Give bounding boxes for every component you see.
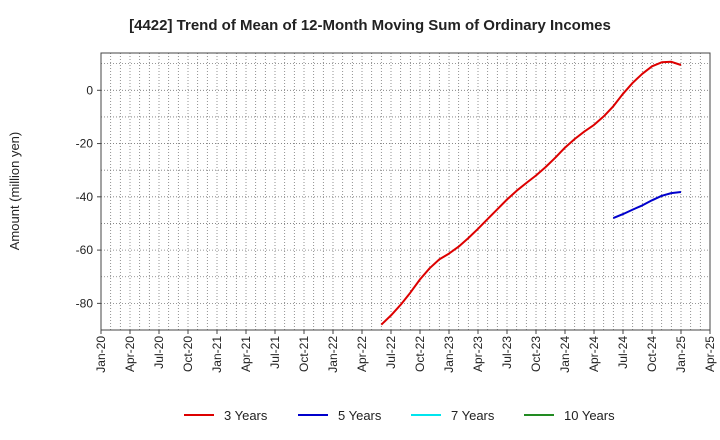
x-tick-label: Jul-22: [384, 336, 398, 369]
legend-item: 7 Years: [411, 408, 495, 423]
series-line-5-years: [612, 191, 682, 220]
x-tick-label: Apr-22: [355, 336, 369, 372]
x-tick-label: Jan-23: [442, 336, 456, 373]
x-tick-label: Oct-23: [529, 336, 543, 372]
x-tick-label: Jul-23: [500, 336, 514, 369]
y-tick-label: -20: [76, 137, 94, 151]
x-tick-label: Jul-24: [616, 336, 630, 369]
x-tick-label: Apr-20: [123, 336, 137, 372]
x-tick-label: Oct-21: [297, 336, 311, 372]
x-tick-label: Oct-24: [645, 336, 659, 372]
x-tick-label: Jul-20: [152, 336, 166, 369]
x-tick-label: Apr-24: [587, 336, 601, 372]
chart-title: [4422] Trend of Mean of 12-Month Moving …: [129, 17, 611, 34]
x-tick-label: Jan-21: [210, 336, 224, 373]
x-tick-label: Apr-25: [703, 336, 717, 372]
x-tick-label: Jan-22: [326, 336, 340, 373]
y-tick-label: -80: [76, 296, 94, 310]
x-tick-label: Apr-23: [471, 336, 485, 372]
y-axis-label: Amount (million yen): [7, 132, 22, 251]
plot-frame: [100, 52, 711, 331]
x-tick-label: Jul-21: [268, 336, 282, 369]
x-tick-label: Apr-21: [239, 336, 253, 372]
legend-label: 10 Years: [564, 408, 615, 423]
y-tick-label: -40: [76, 190, 94, 204]
series-line-3-years: [380, 60, 682, 326]
legend-item: 10 Years: [524, 408, 615, 423]
y-axis-ticks: 0 -20 -40 -60 -80: [76, 83, 101, 310]
legend-item: 5 Years: [298, 408, 382, 423]
legend: 3 Years 5 Years 7 Years 10 Years: [184, 408, 615, 423]
x-tick-label: Jan-20: [94, 336, 108, 373]
legend-label: 5 Years: [338, 408, 382, 423]
x-tick-label: Jan-25: [674, 336, 688, 373]
y-tick-label: 0: [86, 83, 93, 97]
x-axis-ticks: Jan-20 Apr-20 Jul-20 Oct-20 Jan-21 Apr-21 Jul-…: [94, 330, 717, 373]
legend-label: 3 Years: [224, 408, 268, 423]
legend-item: 3 Years: [184, 408, 268, 423]
legend-label: 7 Years: [451, 408, 495, 423]
x-tick-label: Oct-22: [413, 336, 427, 372]
y-tick-label: -60: [76, 243, 94, 257]
x-tick-label: Jan-24: [558, 336, 572, 373]
grid-lines: [101, 53, 710, 330]
x-tick-label: Oct-20: [181, 336, 195, 372]
series-lines: [380, 60, 682, 326]
